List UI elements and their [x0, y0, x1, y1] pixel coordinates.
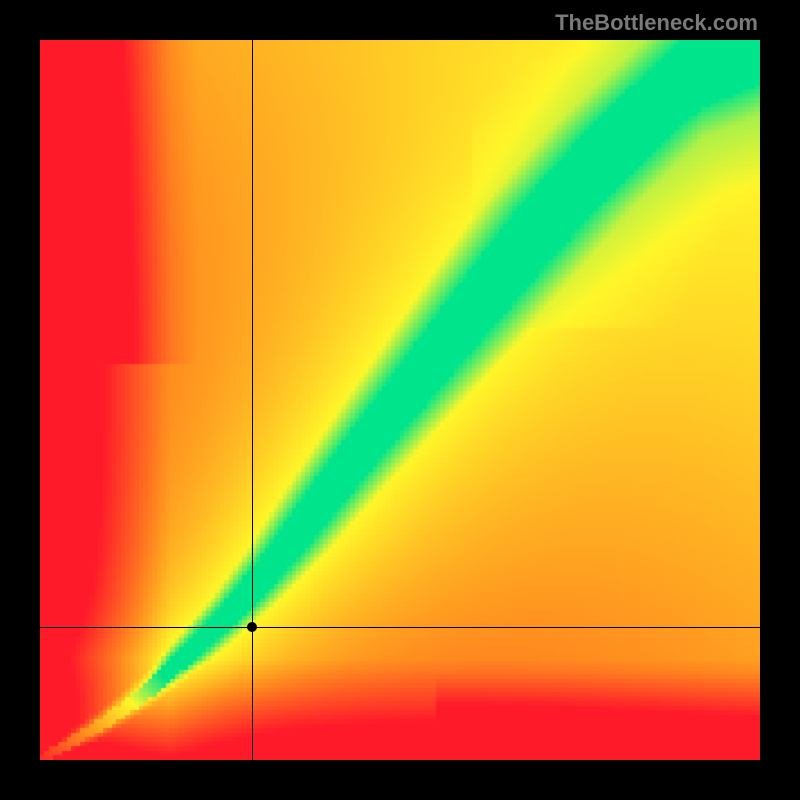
heatmap-canvas: [40, 40, 760, 760]
crosshair-horizontal: [40, 627, 760, 628]
marker-dot: [247, 622, 257, 632]
watermark-text: TheBottleneck.com: [555, 10, 758, 36]
plot-area: [40, 40, 760, 760]
crosshair-vertical: [252, 40, 253, 760]
